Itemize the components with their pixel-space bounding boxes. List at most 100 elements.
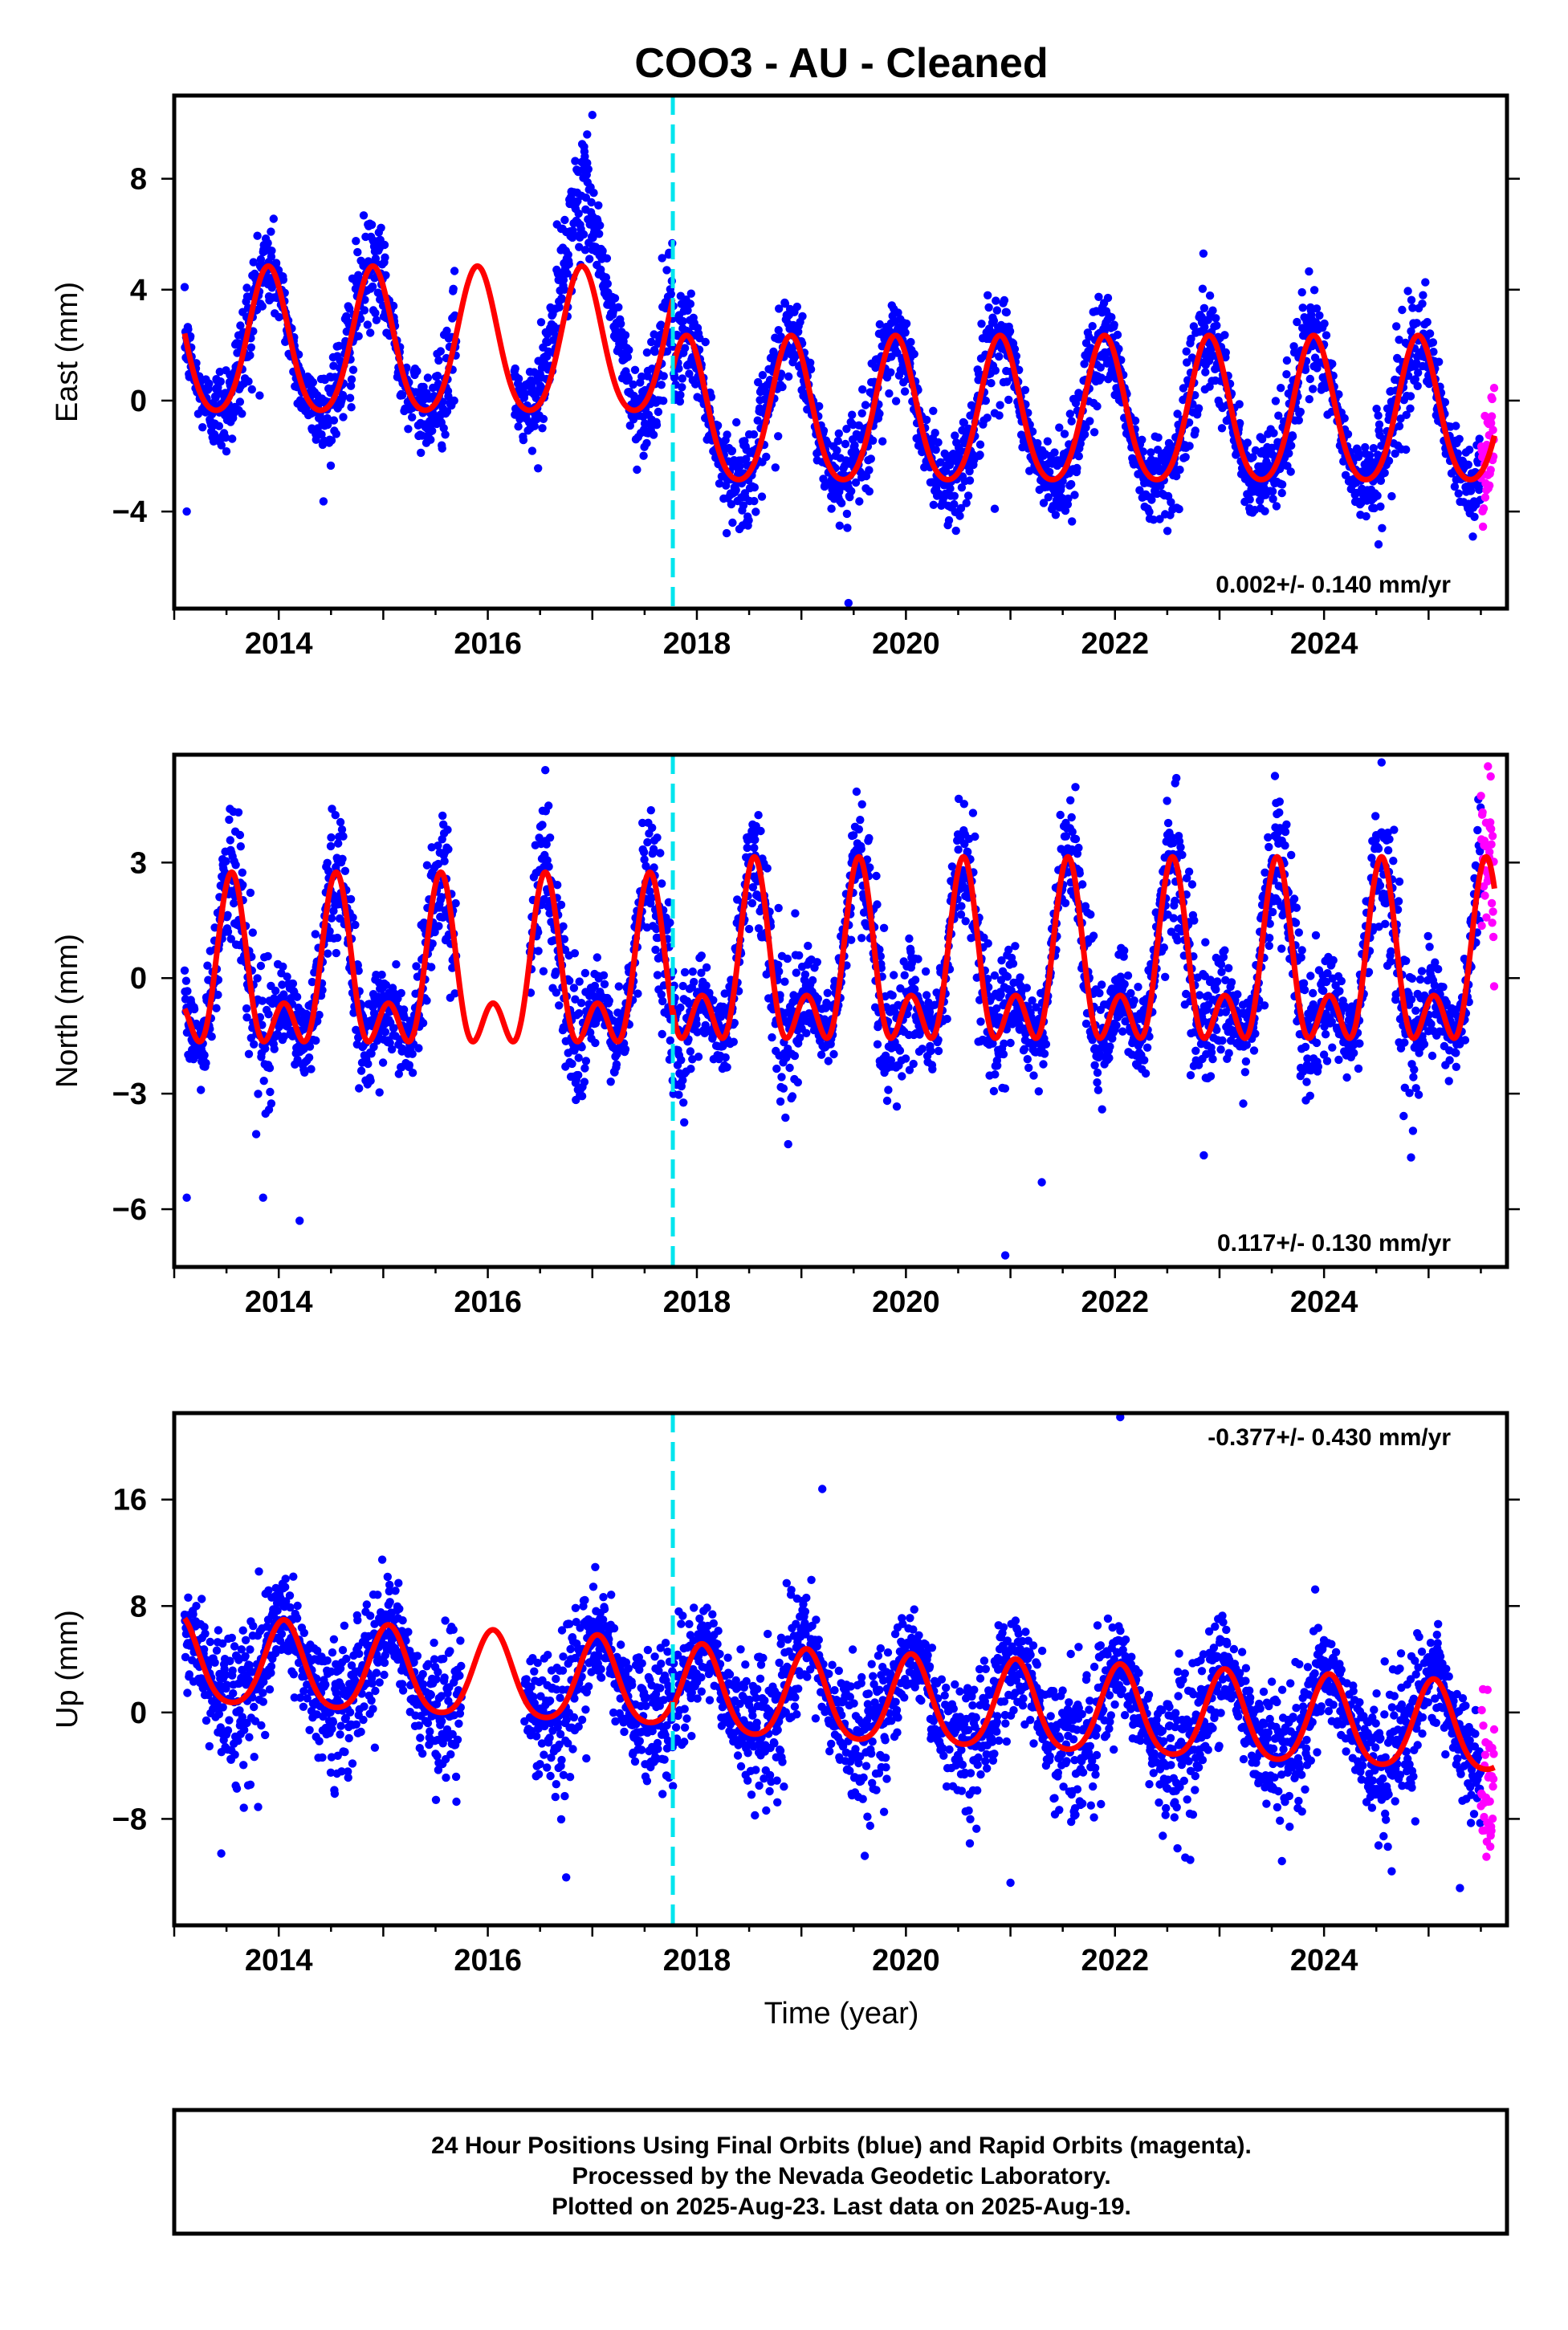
- final-point: [775, 967, 784, 976]
- final-point: [1309, 286, 1319, 295]
- final-point: [345, 304, 354, 313]
- final-point: [987, 379, 996, 388]
- final-point: [267, 1099, 276, 1108]
- final-point: [977, 320, 986, 328]
- final-point: [1200, 323, 1209, 332]
- final-point: [1286, 467, 1295, 476]
- final-point: [946, 484, 955, 493]
- final-point: [271, 259, 281, 267]
- final-point: [389, 301, 398, 311]
- final-point: [1212, 314, 1220, 323]
- final-point: [774, 903, 783, 913]
- final-point: [581, 193, 591, 202]
- final-point: [934, 438, 943, 447]
- final-point: [569, 984, 579, 992]
- final-point: [1315, 311, 1324, 320]
- final-point: [842, 509, 852, 519]
- final-point: [1055, 423, 1064, 432]
- final-point: [345, 393, 355, 402]
- final-point: [564, 259, 573, 269]
- final-point: [721, 1053, 730, 1062]
- final-point: [1147, 495, 1156, 504]
- final-point: [584, 165, 593, 173]
- final-point: [1402, 410, 1411, 419]
- final-point: [819, 475, 828, 483]
- final-point: [817, 1050, 826, 1059]
- final-point: [680, 344, 690, 352]
- final-point: [975, 440, 985, 449]
- final-point: [747, 898, 757, 908]
- rapid-point: [1479, 504, 1489, 513]
- final-point: [538, 424, 547, 433]
- final-point: [355, 1084, 364, 1093]
- final-point: [600, 980, 609, 989]
- final-point: [910, 349, 918, 359]
- final-point: [806, 358, 815, 367]
- final-point: [739, 501, 748, 510]
- final-point: [1380, 468, 1389, 478]
- final-point: [326, 461, 336, 470]
- east-plot-frame: [172, 93, 1509, 611]
- final-point: [250, 1040, 259, 1049]
- final-point: [1274, 411, 1283, 420]
- final-point: [263, 951, 272, 961]
- final-point: [956, 503, 966, 513]
- final-point: [790, 1051, 800, 1061]
- east-x-tick-label: 2014: [245, 627, 313, 661]
- final-point: [1464, 460, 1473, 469]
- final-point: [530, 422, 539, 430]
- final-point: [444, 392, 453, 401]
- final-point: [1466, 487, 1476, 495]
- final-point: [368, 282, 377, 291]
- final-point: [1088, 322, 1097, 331]
- final-point: [1328, 360, 1337, 369]
- final-point: [246, 343, 255, 352]
- final-point: [1374, 411, 1383, 420]
- final-point: [1384, 456, 1394, 466]
- final-point: [389, 1024, 398, 1033]
- final-point: [422, 861, 432, 870]
- final-point: [639, 451, 648, 460]
- rapid-point: [1478, 522, 1488, 532]
- final-point: [381, 271, 390, 279]
- final-point: [1320, 319, 1329, 328]
- final-point: [1094, 292, 1103, 301]
- final-point: [900, 387, 910, 396]
- final-point: [981, 396, 991, 405]
- final-point: [777, 1073, 786, 1081]
- final-point: [1080, 430, 1089, 439]
- final-point: [575, 1008, 584, 1018]
- final-point: [288, 979, 298, 988]
- final-point: [338, 390, 348, 400]
- final-point: [372, 316, 381, 324]
- final-point: [758, 371, 768, 380]
- final-point: [339, 413, 348, 422]
- final-point: [602, 254, 612, 263]
- final-point: [683, 306, 692, 315]
- final-point: [858, 385, 867, 394]
- final-point: [929, 500, 939, 509]
- final-point: [580, 1077, 589, 1086]
- final-point: [900, 971, 909, 980]
- final-point: [253, 231, 262, 240]
- final-point: [247, 385, 256, 394]
- final-point: [527, 446, 537, 455]
- final-point: [327, 833, 336, 842]
- east-x-tick-label: 2018: [663, 627, 731, 661]
- final-point: [757, 492, 767, 501]
- final-point: [258, 996, 267, 1005]
- final-point: [283, 972, 291, 981]
- final-point: [1085, 417, 1094, 426]
- final-point: [1372, 405, 1381, 413]
- final-point: [423, 373, 433, 382]
- final-point: [995, 352, 1004, 361]
- final-point: [624, 374, 633, 383]
- final-point: [380, 240, 389, 250]
- final-point: [1093, 401, 1102, 411]
- final-point: [931, 446, 940, 454]
- final-point: [756, 826, 765, 836]
- final-point: [702, 981, 711, 990]
- final-point: [348, 365, 358, 374]
- final-point: [1097, 373, 1106, 382]
- final-point: [364, 1059, 373, 1069]
